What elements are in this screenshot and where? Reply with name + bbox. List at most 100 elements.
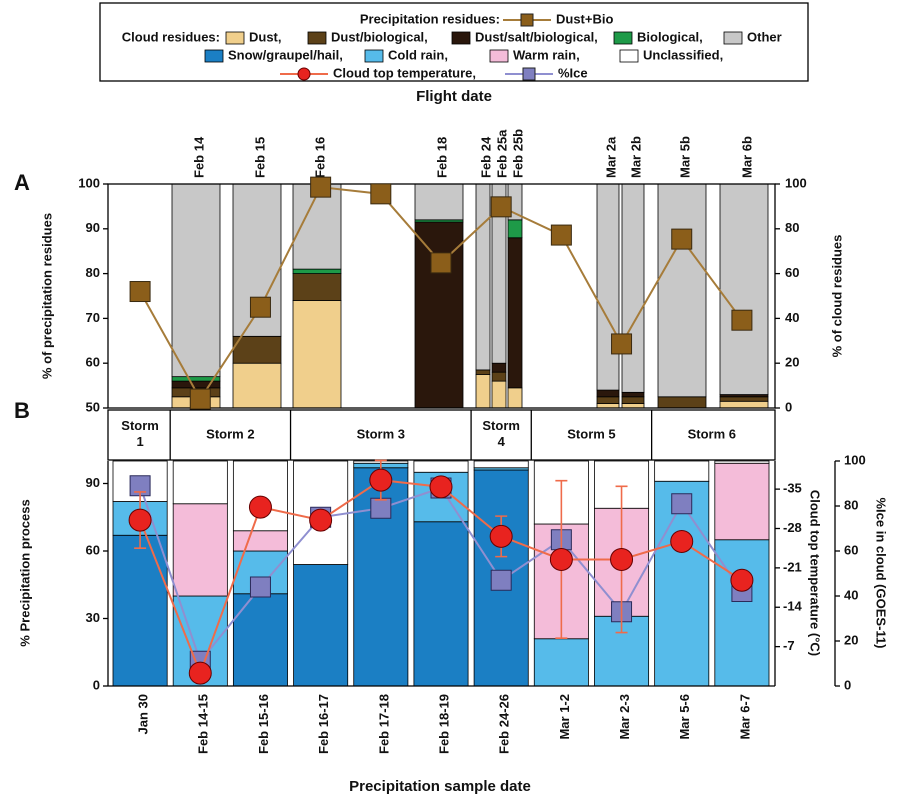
y2-tick-label: 40 (785, 310, 799, 325)
x-tick-label: Mar 1-2 (557, 694, 572, 740)
x-tick-label: Feb 16-17 (316, 694, 331, 754)
storm-label: Storm 1 (121, 418, 159, 449)
legend-swatch (723, 31, 743, 45)
y-tick-label: 60 (86, 355, 100, 370)
legend-swatch (489, 49, 509, 63)
y2-tick-label: -21 (783, 559, 802, 574)
y2-tick-label: -35 (783, 481, 802, 496)
bar-segment (491, 362, 507, 373)
bar-segment (171, 380, 221, 389)
bar-segment (292, 268, 342, 274)
legend-label: Dust, (249, 29, 282, 44)
marker (310, 176, 332, 198)
y2-tick-label: 20 (785, 355, 799, 370)
bar-segment (232, 593, 288, 687)
y3-tick-label: 60 (844, 542, 858, 557)
bar-segment (171, 183, 221, 378)
panel-label: A (14, 170, 30, 195)
marker (429, 475, 453, 499)
bar-segment (654, 460, 710, 482)
legend-swatch (204, 49, 224, 63)
bar-segment (232, 530, 288, 552)
y2-tick-label: 100 (785, 175, 807, 190)
legend-label: Dust+Bio (556, 11, 613, 26)
bar-segment (172, 503, 228, 597)
flight-label: Feb 15 (252, 137, 267, 178)
bar-segment (232, 335, 282, 364)
x-tick-label: Feb 15-16 (256, 694, 271, 754)
y-tick-label: 60 (86, 542, 100, 557)
bar-segment (719, 400, 769, 409)
storm-row (107, 409, 776, 461)
marker (369, 468, 393, 492)
flight-label: Mar 2a (603, 136, 618, 178)
legend-label: Biological, (637, 29, 703, 44)
bar-segment (621, 396, 645, 404)
bar-segment (112, 534, 168, 687)
marker (671, 228, 693, 250)
bar-segment (657, 396, 707, 409)
x-title-bottom: Precipitation sample date (349, 778, 531, 795)
bar-segment (507, 237, 523, 389)
marker (671, 493, 693, 515)
legend-marker (520, 13, 534, 27)
flight-label: Mar 6b (739, 136, 754, 178)
bar-segment (414, 183, 464, 221)
bar-segment (473, 460, 529, 469)
flight-label: Feb 25b (510, 129, 525, 178)
y2-tick-label: 60 (785, 265, 799, 280)
y3-tick-label: 80 (844, 497, 858, 512)
bar-segment (413, 460, 469, 473)
flight-label: Feb 18 (434, 137, 449, 178)
marker (309, 508, 333, 532)
legend-swatch (225, 31, 245, 45)
y2-tick-label: -7 (783, 638, 795, 653)
y2-tick-label: -28 (783, 520, 802, 535)
bar-segment (293, 564, 349, 687)
legend-label: Other (747, 29, 782, 44)
bar-segment (714, 460, 770, 464)
y3-tick-label: 40 (844, 587, 858, 602)
storm-label-line: 1 (136, 434, 143, 449)
plot-frame (107, 183, 776, 409)
y-tick-label: 70 (86, 310, 100, 325)
legend-swatch (619, 49, 639, 63)
storm-label: Storm 3 (357, 426, 405, 441)
y-title: % of precipitation residues (39, 213, 54, 379)
storm-label: Storm 6 (688, 426, 736, 441)
y3-title: %Ice in cloud (GOES-11) (874, 498, 889, 649)
marker (489, 524, 513, 548)
marker (128, 508, 152, 532)
marker (549, 547, 573, 571)
legend-label: Cloud residues: (122, 29, 220, 44)
marker (129, 281, 151, 303)
legend-label: Precipitation residues: (360, 11, 500, 26)
legend-marker (522, 67, 536, 81)
y-tick-label: 90 (86, 220, 100, 235)
x-tick-label: Mar 5-6 (677, 694, 692, 740)
marker (610, 547, 634, 571)
legend-label: Cold rain, (388, 47, 448, 62)
flight-label: Mar 5b (677, 136, 692, 178)
bar-segment (714, 539, 770, 687)
legend-label: Warm rain, (513, 47, 580, 62)
y-tick-label: 100 (78, 175, 100, 190)
legend-swatch (451, 31, 471, 45)
legend-label: Unclassified, (643, 47, 723, 62)
bar-segment (475, 373, 491, 409)
marker (670, 529, 694, 553)
bar-segment (507, 219, 523, 239)
bar-segment (596, 389, 620, 398)
marker (370, 497, 392, 519)
marker (248, 495, 272, 519)
marker (550, 224, 572, 246)
x-title-top: Flight date (416, 88, 492, 105)
x-tick-label: Feb 17-18 (376, 694, 391, 754)
y-tick-label: 90 (86, 475, 100, 490)
legend-swatch (613, 31, 633, 45)
flight-label: Feb 25a (494, 129, 509, 178)
y2-tick-label: -14 (783, 599, 803, 614)
x-tick-label: Feb 18-19 (436, 694, 451, 754)
marker (731, 309, 753, 331)
